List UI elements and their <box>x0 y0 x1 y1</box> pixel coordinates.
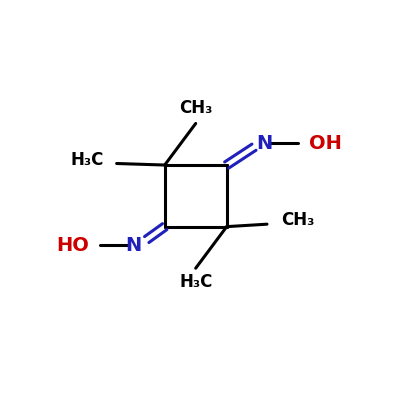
Text: OH: OH <box>309 134 342 153</box>
Text: H₃C: H₃C <box>179 273 212 291</box>
Text: N: N <box>256 134 272 153</box>
Text: H₃C: H₃C <box>71 152 104 170</box>
Text: N: N <box>126 236 142 255</box>
Text: HO: HO <box>56 236 89 255</box>
Text: CH₃: CH₃ <box>179 99 212 117</box>
Text: CH₃: CH₃ <box>281 212 314 230</box>
